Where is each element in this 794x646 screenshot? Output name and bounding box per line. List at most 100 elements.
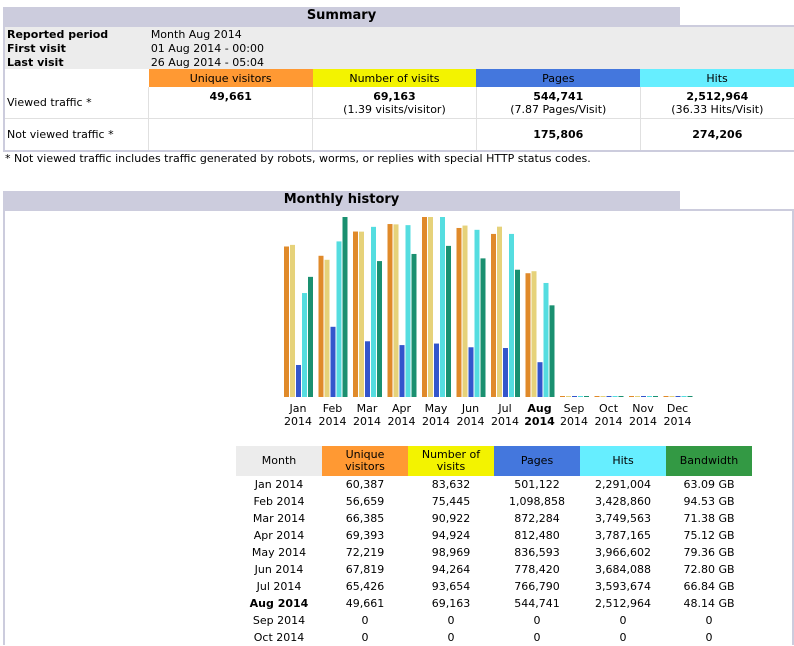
x-tick-month-aug: Aug xyxy=(527,402,551,415)
table-row: May 2014 72,219 98,969 836,593 3,966,602 79.3… xyxy=(236,544,752,561)
table-row: Mar 2014 66,385 90,922 872,284 3,749,563 71.3… xyxy=(236,510,752,527)
header-unique-visitors: Unique visitors xyxy=(148,69,313,87)
monthly-history-chart: Jan2014Feb2014Mar2014Apr2014May2014Jun20… xyxy=(284,217,693,428)
bar-apr-series-0 xyxy=(387,224,393,397)
table-cell-visits: 69,163 xyxy=(431,597,471,610)
bar-aug-series-3 xyxy=(543,282,549,397)
bar-may-series-1 xyxy=(428,217,433,397)
table-cell-hits: 3,428,860 xyxy=(595,495,651,508)
bar-jun-series-3 xyxy=(474,229,480,397)
bar-oct-series-3 xyxy=(612,396,618,397)
table-cell-uv: 56,659 xyxy=(345,495,385,508)
header-number-of-visits: Number of visits xyxy=(312,69,477,87)
bar-apr-series-2 xyxy=(399,345,405,397)
monthly-history-frame xyxy=(3,209,794,645)
viewed-traffic-row: Viewed traffic * 49,661 69,163 (1.39 vis… xyxy=(5,87,794,119)
bar-jan-series-2 xyxy=(296,364,301,397)
table-row: Apr 2014 69,393 94,924 812,480 3,787,165 75.1… xyxy=(236,527,752,544)
table-cell-hits: 3,787,165 xyxy=(595,529,651,542)
history-body: Jan 2014 60,387 83,632 501,122 2,291,004 63.0… xyxy=(236,476,752,646)
chart-labels: Jan2014Feb2014Mar2014Apr2014May2014Jun20… xyxy=(284,402,692,428)
table-cell-pages: 766,790 xyxy=(514,580,560,593)
not-viewed-hits: 274,206 xyxy=(639,118,794,150)
bar-nov-series-0 xyxy=(629,396,634,397)
bar-sep-series-0 xyxy=(560,396,565,397)
bar-sep-series-3 xyxy=(578,396,583,397)
bar-nov-series-2 xyxy=(641,396,646,397)
table-cell-bw: 0 xyxy=(705,631,713,644)
summary-header-row: Unique visitors Number of visits Pages H… xyxy=(5,69,794,87)
not-viewed-traffic-row: Not viewed traffic * 175,806 274,206 xyxy=(5,118,794,150)
summary-title: Summary xyxy=(3,7,680,25)
table-row: Sep 2014 0 0 0 0 0 xyxy=(236,612,752,629)
table-row: Aug 2014 49,661 69,163 544,741 2,512,964 48.1… xyxy=(236,595,752,612)
x-tick-year-jul: 2014 xyxy=(491,415,519,428)
x-tick-month-apr: Apr xyxy=(392,402,412,415)
bar-sep-series-4 xyxy=(584,396,589,397)
table-cell-visits: 75,445 xyxy=(431,495,471,508)
bar-feb-series-0 xyxy=(318,255,324,397)
bar-apr-series-1 xyxy=(393,224,399,397)
table-cell-visits: 94,264 xyxy=(431,563,471,576)
table-cell-bw: 79.36 GB xyxy=(683,546,735,559)
x-tick-year-apr: 2014 xyxy=(388,415,416,428)
table-cell-month: Mar 2014 xyxy=(252,512,306,525)
last-visit-label: Last visit xyxy=(5,55,149,69)
bar-jul-series-3 xyxy=(509,233,514,397)
table-cell-visits: 94,924 xyxy=(431,529,471,542)
bar-mar-series-3 xyxy=(371,226,376,397)
table-cell-bw: 0 xyxy=(705,614,713,627)
table-cell-hits: 3,749,563 xyxy=(595,512,651,525)
table-row: Oct 2014 0 0 0 0 0 xyxy=(236,629,752,646)
bar-may-series-0 xyxy=(422,217,427,397)
table-cell-hits: 2,291,004 xyxy=(595,478,651,491)
viewed-hits-cell: 2,512,964 (36.33 Hits/Visit) xyxy=(639,87,794,119)
reported-period-value: Month Aug 2014 xyxy=(148,27,794,41)
bar-sep-series-2 xyxy=(572,396,577,397)
x-tick-month-sep: Sep xyxy=(564,402,585,415)
reported-period-label: Reported period xyxy=(5,27,149,41)
bar-nov-series-4 xyxy=(653,396,658,397)
bar-may-series-4 xyxy=(446,245,451,397)
viewed-hits: 2,512,964 xyxy=(686,89,749,103)
bar-jul-series-4 xyxy=(515,269,520,397)
bar-nov-series-1 xyxy=(635,396,640,397)
table-cell-hits: 3,684,088 xyxy=(595,563,651,576)
table-cell-visits: 0 xyxy=(447,631,455,644)
table-cell-visits: 83,632 xyxy=(431,478,471,491)
bar-jun-series-4 xyxy=(480,258,486,397)
table-cell-uv: 65,426 xyxy=(345,580,385,593)
x-tick-month-feb: Feb xyxy=(323,402,342,415)
table-row: Jan 2014 60,387 83,632 501,122 2,291,004 63.0… xyxy=(236,476,752,493)
bar-nov-series-3 xyxy=(647,396,652,397)
table-cell-month: Aug 2014 xyxy=(249,597,309,610)
x-tick-year-feb: 2014 xyxy=(319,415,347,428)
table-cell-pages: 812,480 xyxy=(514,529,560,542)
table-cell-month: Sep 2014 xyxy=(252,614,306,627)
history-header-row: Month Unique visitors Number of visits P… xyxy=(236,446,752,476)
table-cell-month: Jun 2014 xyxy=(254,563,304,576)
history-header-month: Month xyxy=(236,446,322,476)
table-cell-visits: 98,969 xyxy=(431,546,471,559)
table-cell-month: May 2014 xyxy=(251,546,307,559)
table-cell-uv: 0 xyxy=(361,631,369,644)
bar-dec-series-4 xyxy=(687,396,693,397)
bar-may-series-2 xyxy=(434,343,439,397)
header-pages: Pages xyxy=(476,69,641,87)
bar-aug-series-4 xyxy=(549,305,555,397)
table-cell-bw: 63.09 GB xyxy=(683,478,735,491)
bar-feb-series-4 xyxy=(342,217,348,397)
bar-oct-series-2 xyxy=(606,396,612,397)
viewed-pages: 544,741 xyxy=(533,89,584,103)
table-cell-uv: 0 xyxy=(361,614,369,627)
table-cell-hits: 3,966,602 xyxy=(595,546,651,559)
not-viewed-pages: 175,806 xyxy=(475,118,641,150)
table-cell-pages: 501,122 xyxy=(514,478,560,491)
history-header-pages: Pages xyxy=(494,446,580,476)
bar-jan-series-4 xyxy=(308,276,313,397)
table-cell-uv: 66,385 xyxy=(345,512,385,525)
table-cell-pages: 1,098,858 xyxy=(509,495,565,508)
last-visit-row: Last visit 26 Aug 2014 - 05:04 xyxy=(5,55,794,69)
monthly-history-table: Month Unique visitors Number of visits P… xyxy=(236,446,752,646)
x-tick-month-jun: Jun xyxy=(461,402,479,415)
